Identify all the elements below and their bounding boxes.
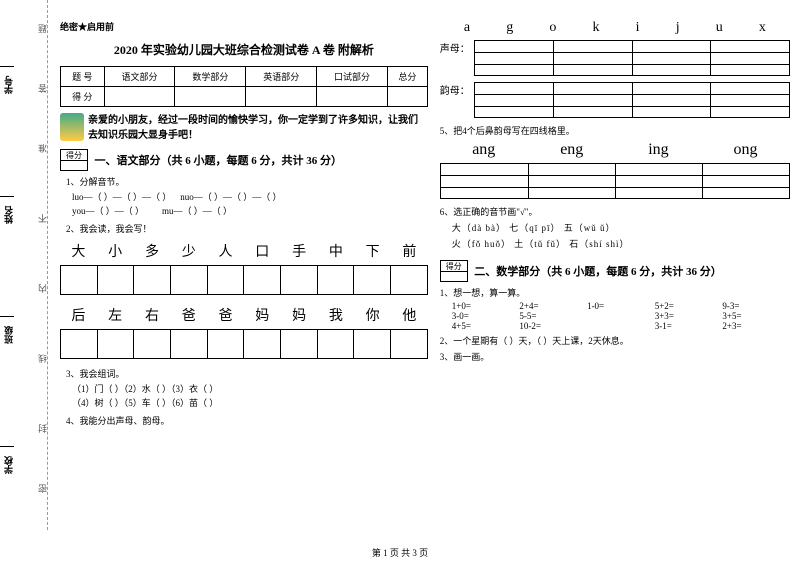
q5-num: 5、把4个后鼻韵母写在四线格里。 <box>440 124 790 137</box>
side-xuehao: 学号 <box>2 76 15 94</box>
left-column: 绝密★启用前 2020 年实验幼儿园大班综合检测试卷 A 卷 附解析 题 号 语… <box>60 20 428 429</box>
m2-num: 2、一个星期有（ ）天，（ ）天上课，2天休息。 <box>440 334 790 347</box>
q6-num: 6、选正确的音节画"√"。 <box>440 205 790 218</box>
m1-line2: 3-0=5-5=3+3=3+5= <box>452 311 790 321</box>
intro-text: 亲爱的小朋友，经过一段时间的愉快学习，你一定学到了许多知识，让我们去知识乐园大显… <box>88 113 428 143</box>
bind-l8: 密 <box>36 484 49 493</box>
q1-line1: luo—（ ）—（ ）—（ ） nuo—（ ）—（ ）—（ ） <box>72 190 428 204</box>
char-row-1: 大 小 多 少 人 口 手 中 下 前 <box>60 239 428 263</box>
grid-row-1 <box>60 265 428 295</box>
side-line-4 <box>0 446 14 447</box>
char-row-2: 后 左 右 爸 爸 妈 妈 我 你 他 <box>60 303 428 327</box>
q2-num: 2、我会读，我会写！ <box>66 222 428 235</box>
m1-line1: 1+0=2+4=1-0=5+2=9-3= <box>452 301 790 311</box>
score-r2: 得 分 <box>61 87 105 107</box>
q1-line2: you—（ ）—（ ） mu—（ ）—（ ） <box>72 204 428 218</box>
confidential-label: 绝密★启用前 <box>60 20 428 33</box>
side-xingming: 姓名 <box>2 206 15 224</box>
bind-l7: 封 <box>36 424 49 433</box>
section-2-title: 二、数学部分（共 6 小题，每题 6 分，共计 36 分） <box>474 266 722 278</box>
yunmu-row: 韵母： <box>440 82 790 118</box>
score-h1: 题 号 <box>61 67 105 87</box>
shengmu-grid <box>474 40 790 76</box>
content-area: 绝密★启用前 2020 年实验幼儿园大班综合检测试卷 A 卷 附解析 题 号 语… <box>60 20 790 429</box>
score-box-1 <box>60 149 88 171</box>
shengmu-row: 声母： <box>440 40 790 76</box>
bind-l4: 不 <box>36 214 49 223</box>
q6-line1: 大（dà bà） 七（qī pī） 五（wǔ ǔ） <box>452 221 790 234</box>
section-1-head: 一、语文部分（共 6 小题，每题 6 分，共计 36 分） <box>60 149 428 171</box>
bind-l5: 内 <box>36 284 49 293</box>
side-xuexiao: 学校 <box>2 456 15 474</box>
score-table: 题 号 语文部分 数学部分 英语部分 口试部分 总分 得 分 <box>60 66 428 107</box>
side-banji: 班级 <box>2 326 15 344</box>
side-line-1 <box>0 66 14 67</box>
bind-l6: 线 <box>36 354 49 363</box>
right-column: a g o k i j u x 声母： 韵母： 5、把4个后鼻韵母写在四线格里。… <box>440 20 790 429</box>
bind-l3: 准 <box>36 144 49 153</box>
binding-edge: 题 答 准 不 内 线 封 密 <box>18 0 48 530</box>
bind-l2: 答 <box>36 84 49 93</box>
shengmu-label: 声母： <box>440 40 474 55</box>
score-h5: 口试部分 <box>317 67 388 87</box>
vowel-grid <box>440 163 790 199</box>
grid-row-2 <box>60 329 428 359</box>
score-h2: 语文部分 <box>104 67 175 87</box>
score-h3: 数学部分 <box>175 67 246 87</box>
yunmu-label: 韵母： <box>440 82 474 97</box>
section-1-title: 一、语文部分（共 6 小题，每题 6 分，共计 36 分） <box>95 155 343 167</box>
page-footer: 第 1 页 共 3 页 <box>0 546 800 559</box>
m1-line3: 4+5=10-2=3-1=2+3= <box>452 321 790 331</box>
paper-title: 2020 年实验幼儿园大班综合检测试卷 A 卷 附解析 <box>60 41 428 58</box>
pinyin-letter-row: a g o k i j u x <box>440 20 790 36</box>
score-box-2 <box>440 260 468 282</box>
yunmu-grid <box>474 82 790 118</box>
bind-l1: 题 <box>36 24 49 33</box>
q3-num: 3、我会组词。 <box>66 367 428 380</box>
score-h4: 英语部分 <box>246 67 317 87</box>
side-line-2 <box>0 196 14 197</box>
intro-block: 亲爱的小朋友，经过一段时间的愉快学习，你一定学到了许多知识，让我们去知识乐园大显… <box>60 113 428 143</box>
q4-num: 4、我能分出声母、韵母。 <box>66 414 428 427</box>
kid-icon <box>60 113 84 141</box>
score-h6: 总分 <box>387 67 427 87</box>
q3-line2: （4）树（ ）（5）车（ ）（6）苗（ ） <box>72 396 428 410</box>
m1-num: 1、想一想，算一算。 <box>440 286 790 299</box>
q6-line2: 火（fǒ huǒ） 土（tǔ fǔ） 石（shí shì） <box>452 237 790 250</box>
side-line-3 <box>0 316 14 317</box>
q3-line1: （1）门（ ）（2）水（ ）（3）衣（ ） <box>72 382 428 396</box>
q1-num: 1、分解音节。 <box>66 175 428 188</box>
section-2-head: 二、数学部分（共 6 小题，每题 6 分，共计 36 分） <box>440 260 790 282</box>
m3-num: 3、画一画。 <box>440 350 790 363</box>
vowel-row: ang eng ing ong <box>440 141 790 159</box>
